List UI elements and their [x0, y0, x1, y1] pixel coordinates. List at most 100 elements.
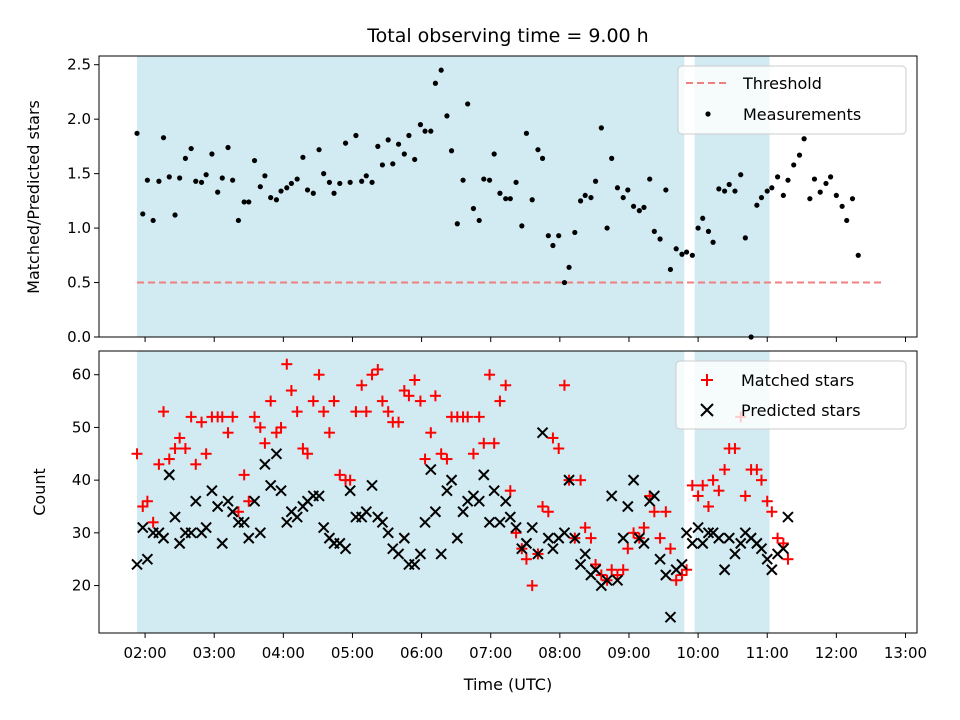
predicted-stars-point [536, 426, 549, 439]
matched-stars-point [174, 432, 186, 444]
measurements-point [219, 175, 225, 181]
matched-stars-point [334, 469, 346, 481]
matched-stars-point [429, 390, 441, 402]
measurements-point [284, 185, 290, 191]
x-stroke-b [526, 521, 538, 534]
x-stroke-b [425, 463, 437, 476]
measurements-point [359, 178, 365, 184]
x-stroke-b [680, 527, 693, 539]
matched-stars-point [285, 385, 297, 397]
predicted-stars-point [344, 484, 356, 497]
x-stroke-b [131, 558, 143, 571]
x-stroke-b [435, 548, 447, 560]
x-stroke-b [611, 574, 624, 586]
matched-stars-point [344, 474, 356, 486]
measurements-point [444, 113, 450, 119]
x-stroke-b [275, 484, 287, 497]
measurements-point [550, 242, 556, 249]
measurements-point [577, 198, 584, 204]
x-stroke-b [467, 490, 480, 502]
measurements-point [657, 236, 663, 242]
measurements-point [679, 251, 685, 257]
measurements-point [572, 229, 578, 236]
predicted-stars-point [499, 495, 512, 507]
matched-stars-point [169, 443, 181, 455]
measurements-point [625, 187, 631, 193]
matched-stars-point [766, 506, 778, 518]
x-stroke-b [696, 537, 709, 550]
measurements-point [738, 172, 744, 178]
predicted-stars-point [281, 516, 293, 529]
matched-stars-point [275, 421, 287, 433]
x-tick-label: 07:00 [469, 644, 512, 662]
x-tick-label: 11:00 [746, 644, 789, 662]
x-stroke-b [360, 506, 372, 518]
x-stroke-b [664, 611, 677, 623]
measurements-point [316, 147, 322, 153]
matched-stars-point [782, 553, 794, 565]
y-tick-label: 30 [72, 524, 91, 542]
measurements-point [363, 173, 369, 179]
matched-stars-point [249, 411, 261, 423]
predicted-stars-point [190, 495, 202, 507]
matched-stars-point [751, 464, 763, 476]
predicted-stars-point [542, 532, 555, 544]
predicted-stars-point [601, 574, 613, 586]
x-stroke-b [137, 521, 149, 534]
matched-stars-point [254, 421, 266, 433]
matched-stars-point [761, 495, 773, 507]
predicted-stars-point [366, 479, 378, 492]
predicted-stars-point [382, 527, 394, 539]
matched-stars-point [729, 443, 741, 455]
observing-interval-shading [137, 56, 770, 337]
x-stroke-b [617, 532, 629, 544]
predicted-stars-point [200, 521, 212, 534]
predicted-stars-point [248, 495, 261, 507]
measurements-point [209, 151, 215, 157]
predicted-stars-point [680, 527, 693, 539]
y-tick-label: 0.0 [67, 328, 91, 346]
predicted-stars-point [157, 532, 170, 544]
measurements-point [598, 125, 604, 131]
measurements-point [203, 172, 209, 178]
matched-stars-point [227, 411, 239, 423]
measurements-point [288, 180, 295, 187]
predicted-stars-point [766, 564, 778, 576]
y-tick-label: 1.0 [67, 219, 91, 237]
measurements-point [321, 171, 327, 177]
measurements-point [395, 141, 402, 147]
matched-stars-point [441, 453, 453, 465]
predicted-stars-point [686, 537, 699, 550]
measurements-point [663, 187, 669, 193]
matched-stars-point [232, 506, 244, 518]
legend-predicted-label: Predicted stars [741, 401, 861, 420]
measurements-point [215, 189, 221, 195]
x-stroke-b [766, 564, 778, 576]
predicted-stars-point [761, 553, 773, 565]
measurements-point [721, 188, 728, 194]
legend-measurements-label: Measurements [743, 105, 861, 124]
predicted-stars-point [547, 542, 559, 555]
x-stroke-b [723, 532, 735, 544]
matched-stars-point [419, 453, 431, 465]
predicted-stars-point [782, 511, 794, 523]
observing-interval-shading [137, 351, 770, 633]
measurements-point [811, 176, 818, 182]
x-stroke-b [157, 532, 170, 544]
matched-stars-point [664, 543, 676, 555]
measurements-point [273, 197, 280, 203]
predicted-stars-point [605, 490, 618, 502]
predicted-stars-point [222, 495, 234, 507]
x-stroke-b [344, 484, 356, 497]
matched-stars-point [323, 427, 335, 439]
measurements-point [331, 190, 337, 196]
x-tick-label: 03:00 [193, 644, 236, 662]
measurements-point [780, 192, 786, 199]
measurements-point [326, 179, 333, 185]
x-stroke-b [536, 426, 549, 439]
measurements-point [523, 130, 530, 136]
matched-stars-point [163, 453, 175, 465]
x-stroke-b [291, 511, 303, 523]
measurements-point [417, 122, 424, 128]
x-tick-label: 12:00 [815, 644, 858, 662]
